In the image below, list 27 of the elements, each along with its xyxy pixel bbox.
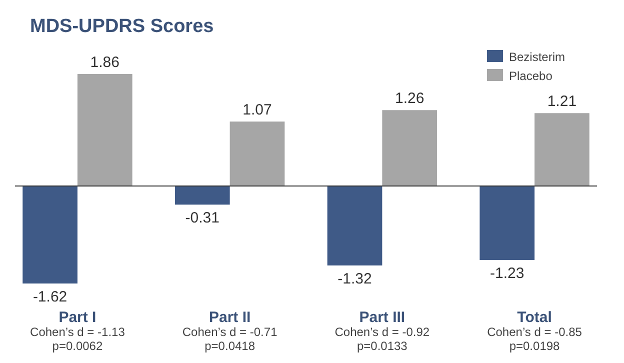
data-label: 1.26	[395, 90, 424, 108]
data-label: -0.31	[185, 210, 220, 227]
bar	[382, 110, 438, 186]
data-label: 1.07	[242, 102, 272, 119]
bar	[174, 186, 230, 205]
data-label: 1.21	[547, 93, 577, 110]
text: Cohen’s d = -0.71 p=0.0418	[182, 325, 278, 353]
text: Cohen’s d = -0.85 p=0.0198	[487, 325, 582, 353]
bar	[77, 74, 132, 186]
bar	[22, 186, 78, 284]
bar	[230, 122, 285, 186]
x-tick-label: Part I	[58, 309, 96, 326]
data-label: -1.62	[32, 288, 68, 306]
data-label: 1.86	[90, 54, 120, 71]
data-label: -1.32	[338, 270, 372, 288]
text: Cohen’s d = -0.92 p=0.0133	[334, 325, 430, 353]
legend-label: Bezisterim	[509, 50, 566, 64]
chart-title: MDS-UPDRS Scores	[30, 16, 214, 37]
legend-label: Placebo	[509, 69, 553, 83]
x-tick-label: Part II	[208, 309, 251, 326]
data-label: -1.23	[490, 265, 524, 282]
bar	[480, 186, 535, 260]
text: Cohen’s d = -1.13 p=0.0062	[30, 325, 126, 353]
bar	[534, 113, 590, 186]
x-tick-label: Total	[517, 309, 552, 326]
x-tick-label: Part III	[359, 309, 406, 326]
bar	[327, 186, 382, 266]
